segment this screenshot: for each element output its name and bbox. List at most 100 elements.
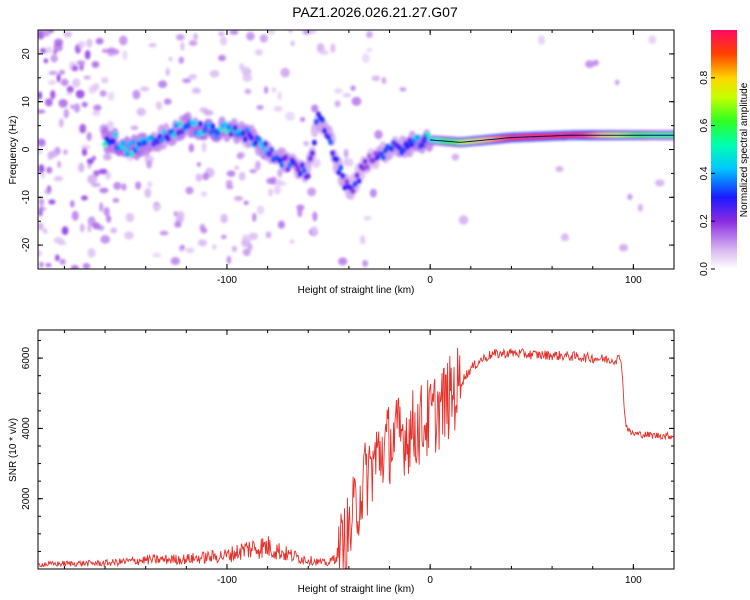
- noise-blob: [54, 38, 64, 47]
- ridge-core: [173, 122, 179, 129]
- ridge-core: [149, 134, 155, 141]
- noise-blob: [71, 65, 79, 72]
- x-tick-label: 0: [427, 575, 433, 586]
- ridge-core: [226, 123, 232, 130]
- colorbar-label: Normalized spectral amplitude: [739, 82, 750, 217]
- noise-blob: [193, 32, 198, 41]
- noise-blob: [202, 172, 210, 181]
- spectrogram-y-axis-label: Frequency (Hz): [8, 116, 19, 185]
- ridge-core: [208, 129, 214, 136]
- noise-blob: [273, 184, 282, 195]
- noise-blob: [93, 104, 102, 111]
- colorbar-gradient: [711, 30, 737, 269]
- noise-blob: [38, 206, 46, 212]
- ridge-core: [297, 171, 303, 178]
- noise-blob: [350, 85, 356, 91]
- ridge-core: [259, 140, 265, 147]
- noise-blob: [277, 168, 283, 178]
- noise-blob: [248, 232, 259, 241]
- colorbar-tick-label: 0.8: [699, 70, 710, 84]
- noise-blob: [132, 89, 141, 100]
- noise-blob: [159, 230, 169, 236]
- noise-blob: [72, 78, 81, 88]
- noise-blob: [585, 60, 595, 69]
- noise-blob: [57, 160, 62, 169]
- ridge-core: [352, 181, 358, 188]
- y-tick-label: 0: [21, 146, 32, 152]
- noise-blob: [342, 93, 352, 98]
- ridge-core: [267, 151, 273, 158]
- noise-blob: [104, 171, 112, 180]
- spectrogram-x-axis-label: Height of straight line (km): [298, 285, 415, 296]
- noise-blob: [63, 108, 70, 119]
- ridge-core: [277, 157, 283, 164]
- ridge-core: [124, 151, 130, 158]
- noise-blob: [267, 30, 275, 35]
- noise-blob: [38, 139, 45, 144]
- noise-blob: [231, 245, 238, 252]
- y-tick-label: 6000: [21, 347, 32, 370]
- noise-blob: [124, 231, 134, 240]
- noise-blob: [100, 235, 111, 244]
- noise-blob: [46, 166, 53, 174]
- x-tick-label: -100: [217, 575, 237, 586]
- y-tick-label: 20: [21, 48, 32, 60]
- noise-blob: [47, 79, 57, 85]
- noise-blob: [79, 123, 87, 134]
- ridge-core: [356, 177, 362, 184]
- ridge-core: [252, 140, 258, 147]
- ridge-core: [295, 166, 301, 173]
- ridge-core: [171, 132, 177, 139]
- noise-blob: [39, 261, 44, 268]
- ridge-core: [340, 172, 346, 179]
- ridge-core: [191, 120, 197, 127]
- noise-blob: [163, 98, 172, 105]
- noise-blob: [592, 59, 599, 66]
- noise-blob: [57, 240, 67, 246]
- ridge-core: [269, 146, 275, 153]
- ridge-core: [311, 139, 317, 146]
- ridge-core: [313, 118, 319, 125]
- noise-blob: [196, 162, 201, 167]
- ridge-core: [279, 162, 285, 169]
- noise-blob: [63, 149, 68, 155]
- noise-blob: [59, 258, 66, 265]
- ridge-core: [405, 143, 411, 150]
- noise-blob: [615, 79, 620, 86]
- noise-blob: [61, 226, 69, 236]
- noise-blob: [81, 101, 88, 108]
- ridge-core: [360, 165, 366, 172]
- noise-blob: [82, 262, 91, 269]
- ridge-core: [370, 157, 376, 164]
- noise-blob: [119, 35, 128, 46]
- noise-blob: [41, 30, 51, 37]
- ridge-core: [128, 150, 134, 157]
- ridge-core: [222, 121, 228, 128]
- noise-blob: [374, 129, 383, 140]
- ridge-core: [389, 145, 395, 152]
- y-tick-label: 4000: [21, 417, 32, 440]
- noise-blob: [366, 47, 373, 53]
- noise-blob: [152, 252, 162, 258]
- ridge-core: [299, 162, 305, 169]
- noise-blob: [91, 109, 101, 117]
- noise-blob: [110, 227, 118, 234]
- noise-blob: [176, 210, 185, 221]
- noise-blob: [45, 46, 53, 54]
- ridge-core: [338, 164, 344, 171]
- noise-blob: [241, 66, 251, 76]
- noise-blob: [212, 244, 217, 250]
- y-tick-label: -20: [21, 237, 32, 252]
- ridge-core: [120, 140, 126, 147]
- ridge-core: [344, 179, 350, 186]
- ridge-core: [159, 136, 165, 143]
- noise-blob: [93, 83, 100, 91]
- snr-x-axis-label: Height of straight line (km): [298, 584, 415, 595]
- noise-blob: [50, 89, 56, 100]
- noise-blob: [334, 88, 343, 94]
- noise-blob: [351, 96, 362, 106]
- noise-blob: [44, 98, 53, 107]
- ridge-core: [419, 142, 425, 149]
- noise-blob: [79, 223, 85, 233]
- noise-blob: [152, 201, 161, 212]
